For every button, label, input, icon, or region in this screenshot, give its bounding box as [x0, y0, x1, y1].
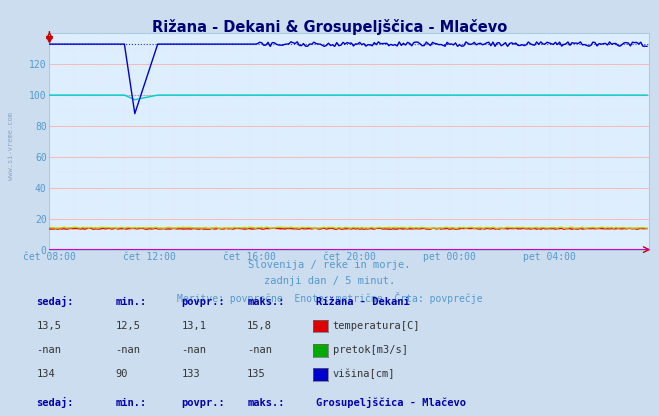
Text: 90: 90: [115, 369, 128, 379]
Text: zadnji dan / 5 minut.: zadnji dan / 5 minut.: [264, 276, 395, 286]
Text: maks.:: maks.:: [247, 297, 285, 307]
Text: temperatura[C]: temperatura[C]: [333, 321, 420, 331]
Text: Meritve: povprečne  Enote: metrične  Črta: povprečje: Meritve: povprečne Enote: metrične Črta:…: [177, 292, 482, 304]
Text: 133: 133: [181, 369, 200, 379]
Text: 15,8: 15,8: [247, 321, 272, 331]
Text: sedaj:: sedaj:: [36, 396, 74, 408]
Text: 134: 134: [36, 369, 55, 379]
Text: povpr.:: povpr.:: [181, 297, 225, 307]
Text: -nan: -nan: [115, 345, 140, 355]
Text: višina[cm]: višina[cm]: [333, 369, 395, 379]
Text: povpr.:: povpr.:: [181, 398, 225, 408]
Text: -nan: -nan: [181, 345, 206, 355]
Text: -nan: -nan: [36, 345, 61, 355]
Text: 13,5: 13,5: [36, 321, 61, 331]
Text: Grosupeljščica - Mlačevo: Grosupeljščica - Mlačevo: [316, 396, 467, 408]
Text: sedaj:: sedaj:: [36, 296, 74, 307]
Text: min.:: min.:: [115, 297, 146, 307]
Text: 135: 135: [247, 369, 266, 379]
Text: www.si-vreme.com: www.si-vreme.com: [8, 111, 14, 180]
Text: min.:: min.:: [115, 398, 146, 408]
Text: 13,1: 13,1: [181, 321, 206, 331]
Text: Rižana - Dekani & Grosupeljščica - Mlačevo: Rižana - Dekani & Grosupeljščica - Mlače…: [152, 19, 507, 35]
Text: 12,5: 12,5: [115, 321, 140, 331]
Text: -nan: -nan: [247, 345, 272, 355]
Text: maks.:: maks.:: [247, 398, 285, 408]
Text: pretok[m3/s]: pretok[m3/s]: [333, 345, 408, 355]
Text: Rižana - Dekani: Rižana - Dekani: [316, 297, 410, 307]
Text: Slovenija / reke in morje.: Slovenija / reke in morje.: [248, 260, 411, 270]
